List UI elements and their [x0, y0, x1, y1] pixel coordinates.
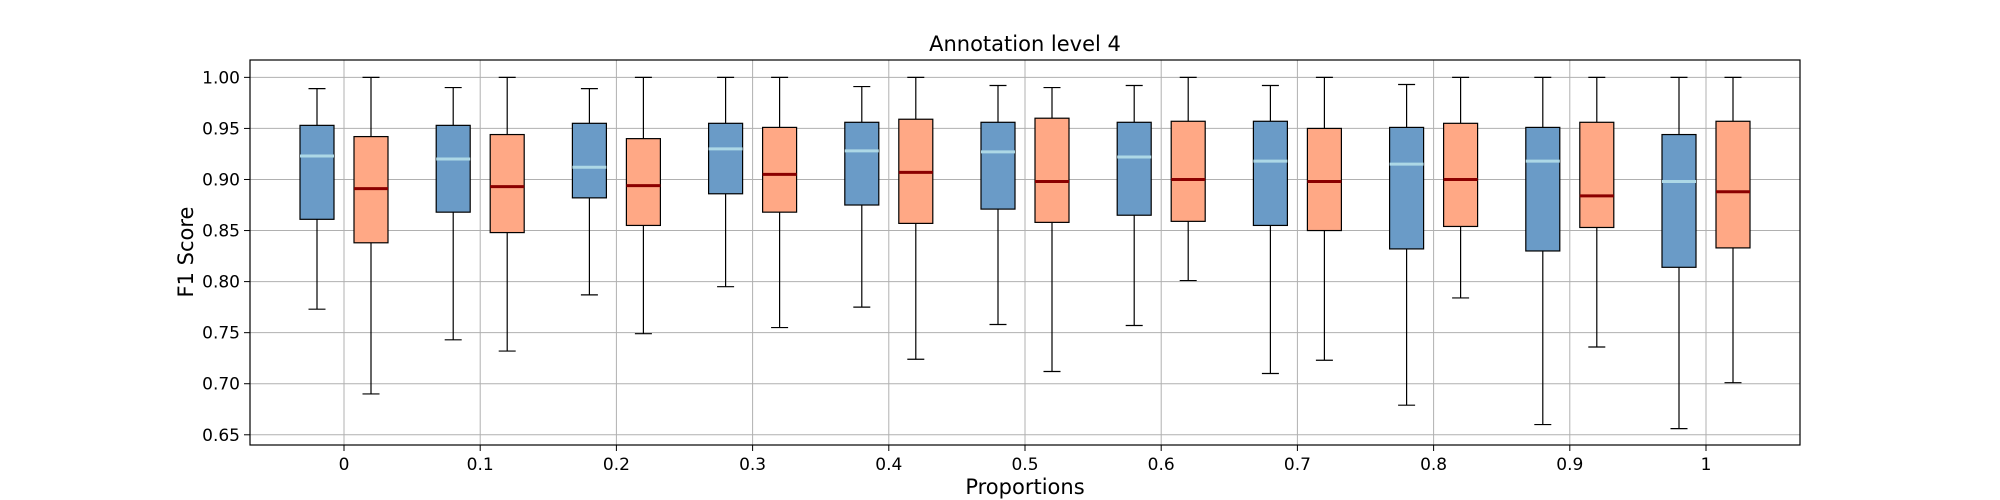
- box-iqr: [299, 124, 335, 220]
- box-iqr: [1306, 127, 1343, 232]
- box-orange-0.9: [1579, 76, 1615, 348]
- box-blue-0: [299, 87, 335, 310]
- y-axis-label: F1 Score: [174, 207, 198, 298]
- y-tick-label: 0.80: [202, 273, 240, 293]
- box-iqr: [1442, 122, 1479, 228]
- box-blue-0.6: [1116, 84, 1152, 327]
- y-tick-label: 0.70: [202, 375, 240, 395]
- axis-ticks: 0.65 0.70 0.75 0.80 0.85 0.90 0.95 1.00 0 0.1 0.2 0…: [202, 68, 1711, 475]
- y-tick-label: 0.85: [202, 222, 240, 242]
- box-orange-0.2: [625, 76, 662, 335]
- box-iqr: [980, 121, 1016, 210]
- box-iqr: [625, 138, 662, 227]
- box-blue-0.1: [435, 86, 471, 341]
- box-iqr: [707, 122, 744, 195]
- box-iqr: [435, 124, 471, 213]
- box-orange-0.8: [1442, 76, 1479, 299]
- box-orange-0.7: [1306, 76, 1343, 361]
- box-orange-0.1: [489, 76, 525, 352]
- box-blue-0.3: [707, 76, 744, 288]
- box-iqr: [1116, 121, 1152, 216]
- y-tick-label: 0.75: [202, 324, 240, 344]
- box-orange-0.3: [761, 76, 798, 329]
- box-iqr: [571, 122, 608, 199]
- box-iqr: [844, 121, 880, 206]
- box-iqr: [1579, 121, 1615, 229]
- x-axis-label: Proportions: [965, 475, 1084, 499]
- x-tick-label: 1: [1701, 455, 1712, 475]
- y-tick-label: 0.90: [202, 170, 240, 190]
- box-blue-0.5: [980, 84, 1016, 326]
- box-orange-0.4: [898, 76, 934, 360]
- box-blue-0.7: [1252, 84, 1289, 375]
- box-blue-0.9: [1525, 76, 1561, 426]
- x-tick-label: 0.5: [1011, 455, 1038, 475]
- box-iqr: [489, 133, 525, 234]
- y-tick-label: 1.00: [202, 68, 240, 88]
- box-blue-0.2: [571, 87, 608, 296]
- y-tick-label: 0.65: [202, 426, 240, 446]
- y-tick-label: 0.95: [202, 119, 240, 139]
- x-tick-label: 0.6: [1148, 455, 1175, 475]
- box-iqr: [1661, 133, 1697, 268]
- box-series: [299, 76, 1751, 430]
- x-tick-label: 0: [339, 455, 350, 475]
- box-orange-0.5: [1034, 86, 1070, 373]
- box-orange-1: [1715, 76, 1751, 384]
- box-iqr: [1388, 126, 1425, 250]
- box-orange-0.6: [1170, 76, 1206, 282]
- box-iqr: [1525, 126, 1561, 252]
- x-tick-label: 0.8: [1420, 455, 1447, 475]
- box-iqr: [1715, 120, 1751, 249]
- box-iqr: [1034, 117, 1070, 223]
- box-blue-0.4: [844, 85, 880, 308]
- box-iqr: [1252, 120, 1289, 227]
- x-tick-label: 0.4: [875, 455, 902, 475]
- box-blue-0.8: [1388, 83, 1425, 406]
- box-orange-0: [353, 76, 389, 395]
- box-iqr: [1170, 120, 1206, 222]
- x-tick-label: 0.3: [739, 455, 766, 475]
- x-tick-label: 0.1: [467, 455, 494, 475]
- box-iqr: [761, 126, 798, 213]
- x-tick-label: 0.2: [603, 455, 630, 475]
- box-blue-1: [1661, 76, 1697, 430]
- x-tick-label: 0.7: [1284, 455, 1311, 475]
- x-tick-label: 0.9: [1556, 455, 1583, 475]
- chart-title: Annotation level 4: [929, 32, 1121, 56]
